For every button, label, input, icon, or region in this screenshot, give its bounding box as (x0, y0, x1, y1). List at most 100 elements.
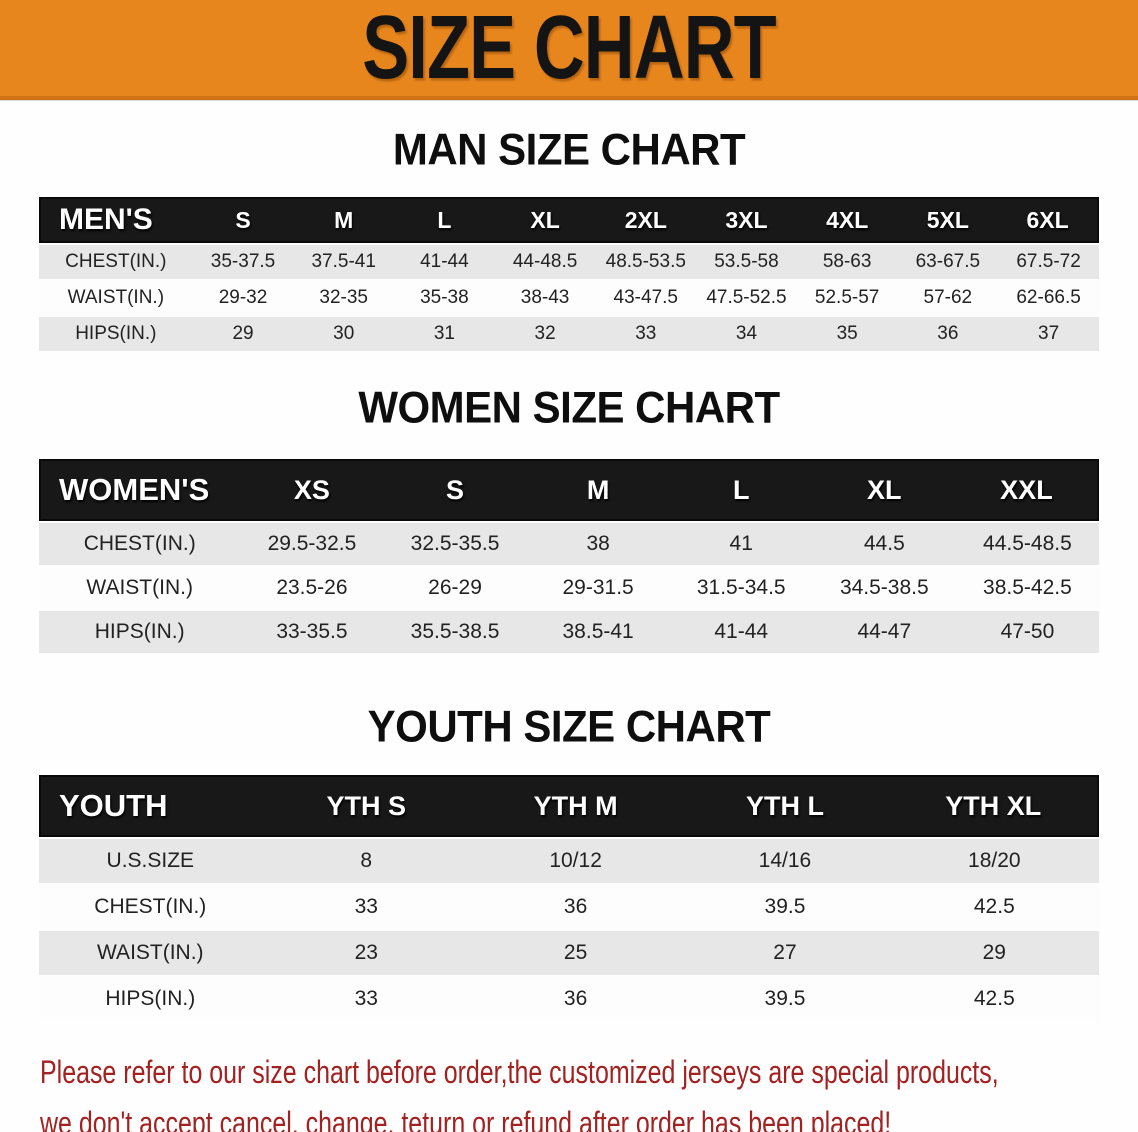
table-row: U.S.SIZE 8 10/12 14/16 18/20 (39, 839, 1099, 883)
value-cell: 14/16 (758, 849, 812, 872)
value-cell: 39.5 (764, 895, 806, 918)
column-header-cell: XS (240, 459, 384, 521)
column-header-cell: 6XL (998, 197, 1099, 243)
value-cell: 33 (635, 323, 657, 344)
column-header-cell: YTH XL (889, 775, 1099, 837)
column-header-cell: YTH M (470, 775, 681, 837)
value-cell: 38-43 (520, 287, 570, 308)
value-cell: 36 (563, 895, 588, 918)
value-cell: 43-47.5 (613, 287, 678, 308)
value-cell: 48.5-53.5 (605, 251, 686, 272)
column-header-cell: XXL (955, 459, 1099, 521)
column-header-cell: M (526, 459, 670, 521)
value-cell: 29 (232, 323, 254, 344)
table-title-cell: YOUTH (39, 775, 262, 837)
row-label-cell: HIPS(IN.) (75, 323, 157, 344)
value-cell: 38 (586, 532, 610, 555)
value-cell: 63-67.5 (915, 251, 981, 272)
table-row: CHEST(IN.) 29.5-32.5 32.5-35.5 38 41 44.5 44.5… (39, 523, 1099, 565)
value-cell: 26-29 (428, 576, 482, 599)
value-cell: 25 (563, 941, 588, 964)
value-cell: 58-63 (822, 251, 872, 272)
value-cell: 33-35.5 (276, 620, 348, 643)
value-cell: 34.5-38.5 (839, 576, 929, 599)
youth-section: YOUTH SIZE CHART YOUTH YTH S YTH M YTH L YTH… (0, 701, 1138, 1023)
row-label-cell: CHEST(IN.) (94, 895, 207, 918)
header-row: WOMEN'S XS S M L XL XXL (39, 459, 1099, 521)
value-cell: 44-48.5 (512, 251, 578, 272)
banner-title: SIZE CHART (362, 0, 776, 98)
value-cell: 35.5-38.5 (410, 620, 500, 643)
value-cell: 36 (563, 987, 588, 1010)
column-header-cell: L (394, 197, 495, 243)
row-label-cell: WAIST(IN.) (97, 941, 204, 964)
youth-section-title: YOUTH SIZE CHART (367, 701, 771, 752)
value-cell: 67.5-72 (1016, 251, 1081, 272)
value-cell: 36 (937, 323, 959, 344)
mens-section-title: MAN SIZE CHART (392, 124, 746, 175)
value-cell: 23 (354, 941, 378, 964)
table-row: WAIST(IN.) 29-32 32-35 35-38 38-43 43-47.5 47.… (39, 281, 1099, 315)
value-cell: 31.5-34.5 (696, 576, 786, 599)
value-cell: 44.5-48.5 (983, 532, 1072, 555)
column-header-cell: S (383, 459, 527, 521)
footer-note: Please refer to our size chart before or… (40, 1047, 1138, 1132)
row-label-cell: WAIST(IN.) (86, 576, 193, 599)
row-label-cell: HIPS(IN.) (105, 987, 196, 1010)
value-cell: 37 (1038, 323, 1060, 344)
value-cell: 18/20 (968, 849, 1021, 872)
table-row: WAIST(IN.) 23 25 27 29 (39, 931, 1099, 975)
value-cell: 53.5-58 (714, 251, 779, 272)
value-cell: 44.5 (863, 532, 905, 555)
row-label-cell: WAIST(IN.) (67, 287, 165, 308)
value-cell: 47.5-52.5 (706, 287, 787, 308)
womens-section: WOMEN SIZE CHART WOMEN'S XS S M L XL XXL CHEST(… (0, 383, 1138, 655)
value-cell: 29.5-32.5 (267, 532, 357, 555)
value-cell: 35 (836, 323, 858, 344)
youth-size-table: YOUTH YTH S YTH M YTH L YTH XL U.S.SIZE 8 10/12… (39, 773, 1099, 1023)
value-cell: 42.5 (973, 987, 1015, 1010)
value-cell: 41-44 (420, 251, 469, 272)
column-header-cell: YTH S (261, 775, 471, 837)
table-row: HIPS(IN.) 29 30 31 32 33 34 35 36 37 (39, 317, 1099, 351)
value-cell: 38.5-42.5 (983, 576, 1072, 599)
table-row: HIPS(IN.) 33-35.5 35.5-38.5 38.5-41 41-44 44-… (39, 611, 1099, 653)
value-cell: 57-62 (923, 287, 973, 308)
value-cell: 23.5-26 (276, 576, 348, 599)
table-title-cell: WOMEN'S (39, 459, 241, 521)
mens-section: MAN SIZE CHART MEN'S S M L XL 2XL 3XL 4XL 5XL 6XL… (0, 124, 1138, 353)
charts-container: MAN SIZE CHART MEN'S S M L XL 2XL 3XL 4XL 5XL 6XL… (0, 124, 1138, 1023)
value-cell: 38.5-41 (562, 620, 634, 643)
row-label-cell: HIPS(IN.) (94, 620, 185, 643)
row-label-cell: U.S.SIZE (106, 849, 195, 872)
value-cell: 41-44 (714, 620, 769, 643)
value-cell: 44-47 (857, 620, 912, 643)
table-title-cell: MEN'S (39, 197, 193, 243)
value-cell: 52.5-57 (814, 287, 880, 308)
table-row: HIPS(IN.) 33 36 39.5 42.5 (39, 977, 1099, 1021)
value-cell: 32.5-35.5 (410, 532, 500, 555)
column-header-cell: YTH L (680, 775, 890, 837)
row-label-cell: CHEST(IN.) (83, 532, 196, 555)
value-cell: 33 (354, 895, 378, 918)
womens-size-table: WOMEN'S XS S M L XL XXL CHEST(IN.) 29.5-32.5 32.5… (39, 457, 1099, 655)
value-cell: 33 (354, 987, 378, 1010)
value-cell: 29-32 (218, 287, 268, 308)
value-cell: 35-38 (420, 287, 469, 308)
value-cell: 41 (729, 532, 753, 555)
value-cell: 42.5 (973, 895, 1015, 918)
value-cell: 39.5 (764, 987, 806, 1010)
value-cell: 62-66.5 (1016, 287, 1081, 308)
value-cell: 47-50 (1000, 620, 1055, 643)
mens-size-table: MEN'S S M L XL 2XL 3XL 4XL 5XL 6XL CHEST(IN.) 35-37… (39, 195, 1099, 353)
column-header-cell: 3XL (696, 197, 797, 243)
footer-line: we don't accept cancel, change, teturn o… (40, 1104, 892, 1132)
value-cell: 35-37.5 (210, 251, 276, 272)
value-cell: 32 (534, 323, 556, 344)
value-cell: 32-35 (319, 287, 369, 308)
value-cell: 29-31.5 (562, 576, 634, 599)
value-cell: 37.5-41 (311, 251, 376, 272)
column-header-cell: 2XL (595, 197, 697, 243)
footer-line: Please refer to our size chart before or… (40, 1054, 999, 1090)
